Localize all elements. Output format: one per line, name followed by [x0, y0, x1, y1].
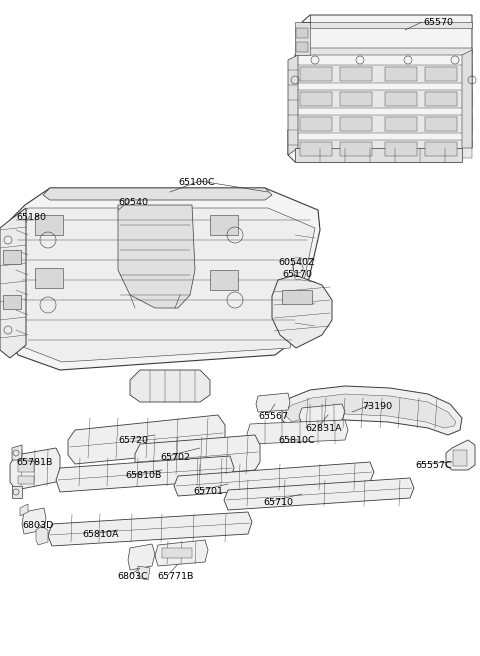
Text: 60540: 60540	[118, 198, 148, 207]
Polygon shape	[295, 22, 310, 55]
Polygon shape	[174, 462, 374, 496]
Polygon shape	[118, 205, 195, 308]
Polygon shape	[288, 15, 472, 162]
Bar	[340, 92, 372, 106]
Bar	[425, 67, 457, 81]
Polygon shape	[299, 404, 345, 424]
Bar	[340, 142, 372, 156]
Polygon shape	[130, 370, 210, 402]
Bar	[385, 142, 417, 156]
Text: 65810C: 65810C	[278, 436, 314, 445]
Polygon shape	[224, 478, 414, 510]
Polygon shape	[288, 55, 298, 155]
Polygon shape	[296, 65, 472, 83]
Bar	[210, 215, 238, 235]
Bar	[18, 476, 34, 484]
Text: 73190: 73190	[362, 402, 392, 411]
Bar	[3, 295, 21, 309]
Polygon shape	[15, 208, 315, 362]
Polygon shape	[296, 140, 472, 158]
Bar	[300, 142, 332, 156]
Polygon shape	[0, 208, 26, 358]
Bar	[35, 215, 63, 235]
Polygon shape	[296, 90, 472, 108]
Text: 60540Z: 60540Z	[278, 258, 314, 267]
Polygon shape	[68, 415, 225, 464]
Polygon shape	[48, 512, 252, 546]
Polygon shape	[295, 148, 462, 162]
Polygon shape	[10, 188, 320, 370]
Bar	[385, 117, 417, 131]
Text: 65100C: 65100C	[178, 178, 215, 187]
Polygon shape	[56, 456, 234, 492]
Polygon shape	[446, 440, 475, 470]
Bar	[35, 268, 63, 288]
Polygon shape	[138, 566, 150, 580]
Text: 65170: 65170	[282, 270, 312, 279]
Text: 65781B: 65781B	[16, 458, 52, 467]
Text: 6803C: 6803C	[117, 572, 148, 581]
Text: 65720: 65720	[118, 436, 148, 445]
Bar	[296, 42, 308, 52]
Text: 65810A: 65810A	[82, 530, 119, 539]
Polygon shape	[36, 526, 48, 545]
Polygon shape	[310, 22, 472, 28]
Polygon shape	[10, 448, 60, 490]
Bar	[425, 142, 457, 156]
Text: 6803D: 6803D	[22, 521, 53, 530]
Bar	[340, 67, 372, 81]
Bar	[296, 28, 308, 38]
Text: 65567: 65567	[258, 412, 288, 421]
Polygon shape	[135, 435, 260, 480]
Polygon shape	[20, 504, 28, 516]
Polygon shape	[295, 48, 472, 55]
Polygon shape	[286, 394, 456, 428]
Polygon shape	[155, 540, 208, 566]
Polygon shape	[247, 420, 348, 444]
Bar	[210, 270, 238, 290]
Bar	[282, 290, 312, 304]
Bar	[300, 92, 332, 106]
Bar	[18, 460, 34, 472]
Text: 65557C: 65557C	[415, 461, 452, 470]
Bar	[453, 450, 467, 466]
Polygon shape	[12, 486, 22, 498]
Polygon shape	[43, 188, 272, 200]
Polygon shape	[462, 50, 472, 148]
Polygon shape	[128, 544, 155, 570]
Bar	[425, 117, 457, 131]
Polygon shape	[256, 393, 290, 412]
Text: 62831A: 62831A	[305, 424, 342, 433]
Polygon shape	[282, 386, 462, 435]
Bar	[425, 92, 457, 106]
Text: 65701: 65701	[193, 487, 223, 496]
Text: 65570: 65570	[423, 18, 453, 27]
Bar	[3, 250, 21, 264]
Text: 65702: 65702	[160, 453, 190, 462]
Bar	[340, 117, 372, 131]
Bar	[300, 117, 332, 131]
Polygon shape	[22, 508, 46, 534]
Polygon shape	[296, 115, 472, 133]
Text: 65810B: 65810B	[125, 471, 161, 480]
Polygon shape	[12, 445, 22, 460]
Text: 65710: 65710	[263, 498, 293, 507]
Bar	[385, 67, 417, 81]
Bar	[385, 92, 417, 106]
Text: 65771B: 65771B	[157, 572, 193, 581]
Bar	[300, 67, 332, 81]
Bar	[162, 548, 192, 558]
Polygon shape	[272, 275, 332, 348]
Text: 65180: 65180	[16, 213, 46, 222]
